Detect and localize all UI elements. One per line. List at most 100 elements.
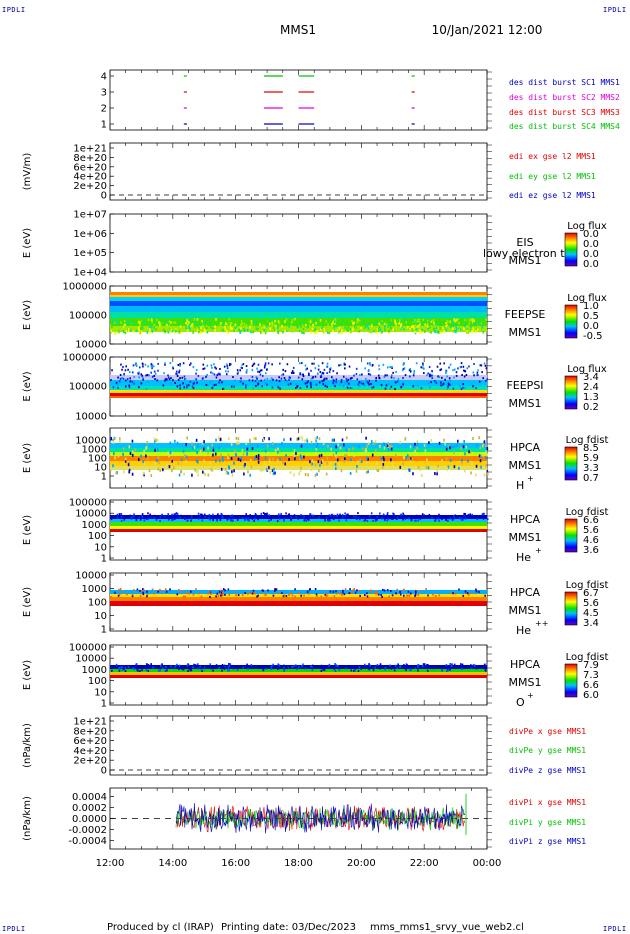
spectrogram-speckle bbox=[223, 664, 226, 667]
spectrogram-speckle bbox=[140, 319, 143, 322]
spectrogram-speckle bbox=[303, 515, 305, 518]
spectrogram-speckle bbox=[221, 456, 224, 460]
spectrogram-speckle bbox=[169, 328, 172, 332]
time-minor-ticks bbox=[109, 70, 492, 130]
spectrogram-speckle bbox=[349, 588, 351, 591]
spectrogram-speckle bbox=[408, 375, 411, 378]
spectrogram-speckle bbox=[403, 594, 405, 597]
spectrogram-speckle bbox=[171, 513, 173, 516]
spectrogram-speckle bbox=[436, 327, 439, 331]
legend-entry: des dist burst SC3 MMS3 bbox=[509, 108, 620, 117]
colorbar-tick-label: 0.7 bbox=[583, 473, 599, 484]
corner-tag-top-right: IPDLI bbox=[603, 6, 627, 14]
spectrogram-speckle bbox=[365, 449, 368, 453]
spectrogram-speckle bbox=[175, 328, 177, 332]
spectrogram-speckle bbox=[273, 323, 276, 327]
y-tick-label: 10 bbox=[94, 542, 107, 553]
spectrogram-speckle bbox=[166, 463, 168, 467]
spectrogram-speckle bbox=[302, 375, 305, 378]
overlapping-label: lowy electron to bbox=[483, 247, 572, 260]
spectrogram-speckle bbox=[235, 320, 237, 323]
spectrogram-speckle bbox=[248, 519, 250, 522]
spectrogram-speckle bbox=[329, 367, 332, 370]
spectrogram-speckle bbox=[242, 452, 245, 456]
spectrogram-speckle bbox=[190, 519, 192, 522]
spectrogram-speckle bbox=[190, 324, 193, 327]
spectrogram-speckle bbox=[232, 517, 235, 520]
spectrogram-speckle bbox=[474, 473, 477, 477]
spectrogram-speckle bbox=[337, 665, 339, 668]
spectrogram-speckle bbox=[138, 320, 140, 324]
spectrogram-speckle bbox=[208, 515, 210, 518]
spectrogram-speckle bbox=[206, 374, 208, 377]
spectrogram-speckle bbox=[411, 327, 414, 330]
spectrogram-speckle bbox=[380, 324, 382, 327]
spectrogram-speckle bbox=[366, 456, 368, 460]
spectrogram-speckle bbox=[423, 372, 425, 375]
spectrogram-speckle bbox=[237, 371, 240, 374]
spectrogram-speckle bbox=[423, 443, 426, 447]
spectrogram-speckle bbox=[171, 518, 174, 521]
spectrogram-speckle bbox=[154, 448, 156, 452]
spectrogram-speckle bbox=[126, 328, 129, 332]
spectrogram-speckle bbox=[174, 517, 176, 520]
y-tick-label: 1 bbox=[101, 120, 107, 131]
spectrogram-speckle bbox=[171, 469, 173, 473]
spectrogram-speckle bbox=[235, 436, 238, 440]
spectrogram-speckle bbox=[117, 588, 120, 591]
spectrogram-speckle bbox=[283, 664, 285, 667]
spectrogram-speckle bbox=[191, 385, 194, 388]
spectrogram-speckle bbox=[400, 514, 402, 517]
spectrogram-speckle bbox=[353, 321, 356, 325]
spectrogram-speckle bbox=[178, 473, 181, 477]
y-tick-label: 4e+20 bbox=[73, 172, 107, 183]
spectrogram-speckle bbox=[386, 374, 388, 377]
spectrogram-speckle bbox=[352, 323, 354, 327]
colorbar-tick-label: 2.4 bbox=[583, 382, 599, 393]
spectrogram-speckle bbox=[282, 368, 285, 371]
spectrogram-speckle bbox=[297, 437, 300, 441]
spectrogram-speckle bbox=[169, 516, 172, 519]
spectrogram-speckle bbox=[309, 513, 312, 516]
spectrogram-speckle bbox=[285, 512, 287, 515]
spectrogram-speckle bbox=[445, 664, 448, 667]
spectrogram-speckle bbox=[170, 665, 172, 668]
spectrogram-speckle bbox=[472, 385, 474, 388]
spectrogram-speckle bbox=[317, 368, 320, 371]
spectrogram-speckle bbox=[422, 362, 424, 365]
spectrogram-speckle bbox=[454, 319, 457, 322]
spectrogram-speckle bbox=[338, 331, 340, 334]
spectrogram-speckle bbox=[264, 382, 267, 385]
y-axis-label: E (eV) bbox=[22, 371, 33, 401]
spectrogram-speckle bbox=[123, 668, 125, 671]
spectrogram-speckle bbox=[357, 669, 360, 672]
spectrogram-speckle bbox=[282, 373, 285, 376]
legend-entry: divPi y gse MMS1 bbox=[509, 818, 586, 827]
spectrogram-speckle bbox=[441, 383, 444, 386]
spectrogram-speckle bbox=[316, 436, 319, 440]
spectrogram-band bbox=[110, 301, 487, 306]
time-tick-label: 16:00 bbox=[221, 858, 250, 869]
spectrogram-speckle bbox=[289, 382, 292, 385]
spectrogram-speckle bbox=[150, 363, 153, 366]
spectrogram-speckle bbox=[485, 325, 488, 329]
spectrogram-speckle bbox=[115, 331, 117, 334]
spectrogram-speckle bbox=[131, 439, 134, 443]
spectrogram-speckle bbox=[119, 440, 121, 444]
spectrogram-speckle bbox=[376, 518, 378, 521]
corner-tag-bottom-right: IPDLI bbox=[603, 925, 627, 933]
spectrogram-speckle bbox=[309, 319, 312, 322]
spectrogram-speckle bbox=[142, 365, 144, 368]
spectrogram-speckle bbox=[131, 472, 134, 476]
spectrogram-speckle bbox=[111, 669, 113, 672]
spectrogram-speckle bbox=[350, 669, 353, 672]
spectrogram-speckle bbox=[142, 376, 144, 379]
spectrogram-speckle bbox=[294, 386, 297, 389]
spectrogram-speckle bbox=[314, 437, 317, 441]
spectrogram-speckle bbox=[327, 519, 330, 522]
spectrogram-speckle bbox=[119, 377, 122, 380]
spectrogram-speckle bbox=[390, 376, 393, 379]
spectrogram-speckle bbox=[145, 374, 147, 377]
spectrogram-speckle bbox=[156, 438, 159, 442]
spectrogram-speckle bbox=[290, 518, 293, 521]
